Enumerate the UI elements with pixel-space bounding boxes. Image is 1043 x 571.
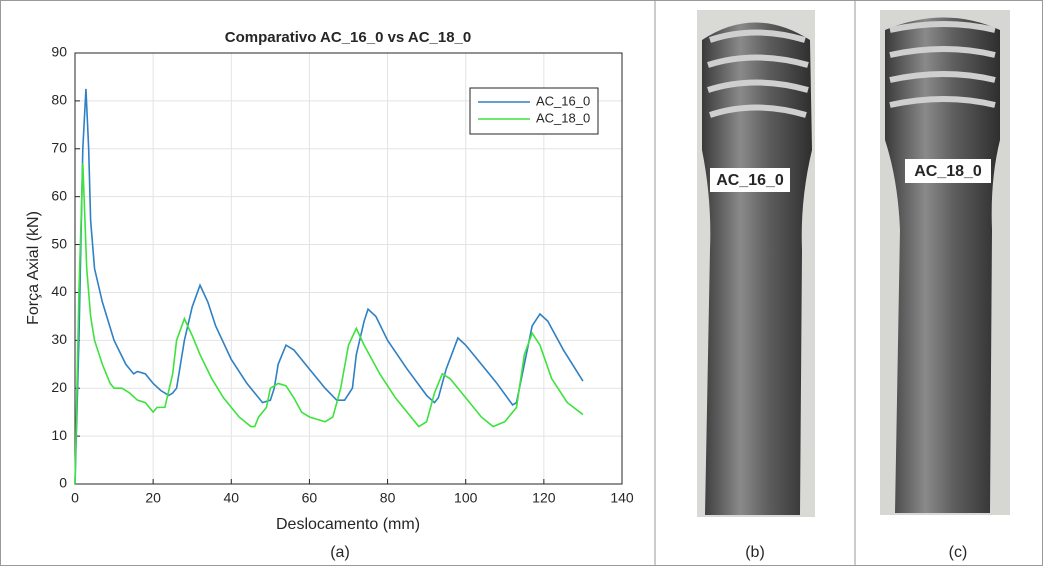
y-tick-label: 20: [51, 379, 67, 395]
y-tick-label: 30: [51, 331, 67, 347]
photo-label: AC_18_0: [914, 163, 982, 180]
specimen-photo: [885, 17, 1000, 513]
specimen-folds: [889, 21, 996, 108]
x-tick-label: 20: [145, 490, 161, 506]
y-tick-label: 0: [59, 475, 67, 491]
data-line: [74, 163, 584, 485]
x-tick-label: 0: [71, 490, 79, 506]
y-axis-label: Força Axial (kN): [25, 211, 42, 325]
caption: (c): [949, 544, 968, 561]
y-tick-label: 80: [51, 92, 67, 108]
x-tick-label: 120: [532, 490, 556, 506]
y-tick-label: 60: [51, 187, 67, 203]
x-tick-label: 60: [302, 490, 318, 506]
data-line: [74, 88, 584, 485]
caption: (a): [330, 544, 350, 561]
photo-label: AC_16_0: [716, 172, 784, 189]
specimen-folds: [707, 29, 809, 118]
y-tick-label: 50: [51, 235, 67, 251]
x-tick-label: 100: [454, 490, 478, 506]
specimen-photo: [702, 22, 812, 515]
legend-label: AC_16_0: [536, 93, 590, 108]
x-axis-label: Deslocamento (mm): [276, 516, 420, 533]
x-tick-label: 40: [223, 490, 239, 506]
label-box: [710, 168, 790, 192]
label-box: [905, 159, 991, 183]
axes-box: [74, 52, 623, 485]
y-tick-label: 10: [51, 427, 67, 443]
legend-label: AC_18_0: [536, 110, 590, 125]
y-tick-label: 70: [51, 139, 67, 155]
y-tick-label: 40: [51, 283, 67, 299]
x-tick-label: 140: [610, 490, 634, 506]
chart-title: Comparativo AC_16_0 vs AC_18_0: [225, 29, 472, 46]
y-tick-label: 90: [51, 44, 67, 60]
x-tick-label: 80: [380, 490, 396, 506]
caption: (b): [745, 544, 765, 561]
legend-box: [469, 87, 599, 135]
